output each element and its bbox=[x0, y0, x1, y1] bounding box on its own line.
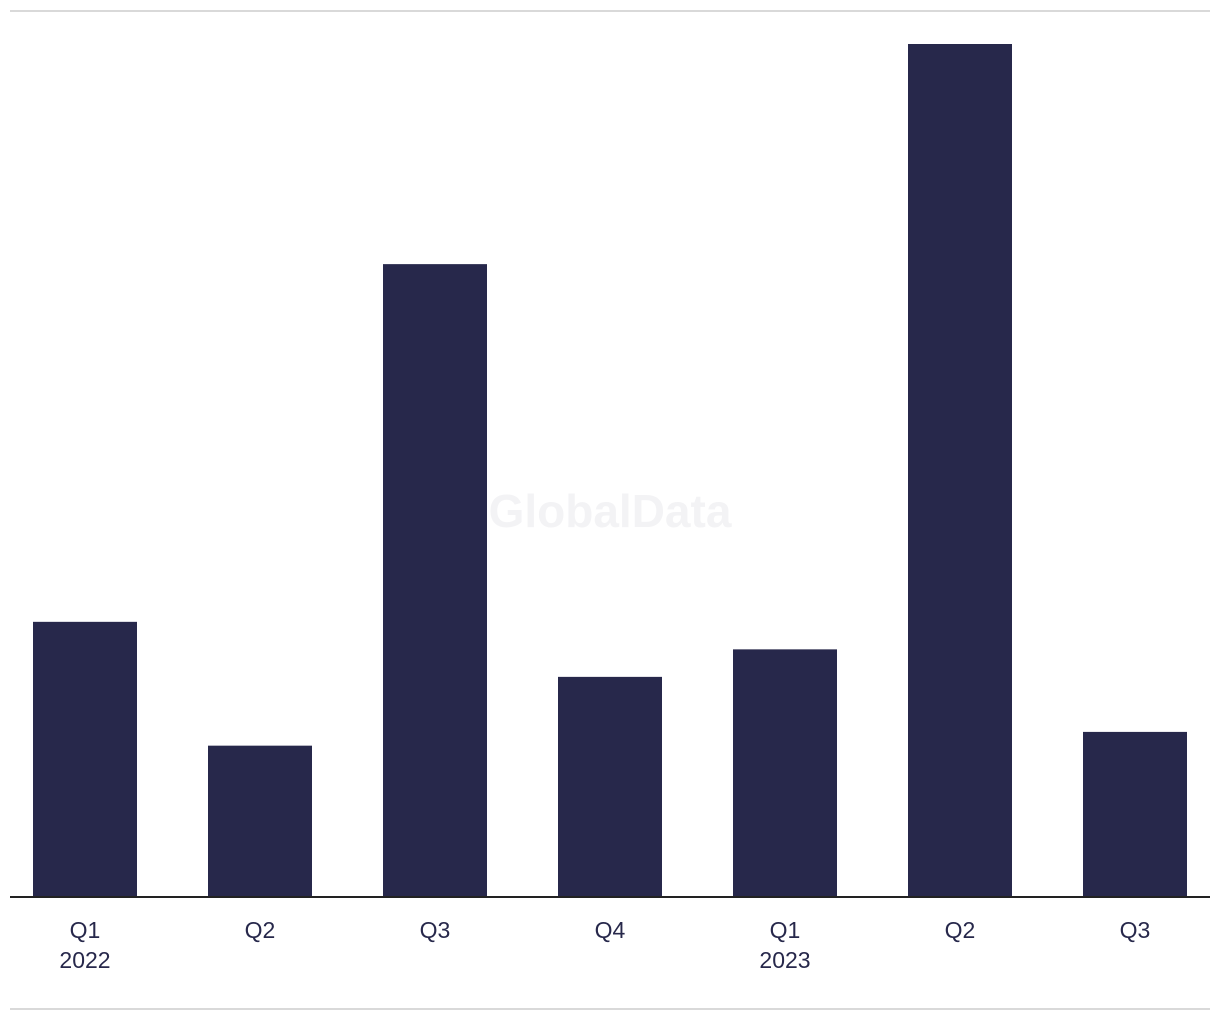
x-tick-label: Q3 bbox=[1120, 917, 1151, 943]
watermark: GlobalData bbox=[489, 485, 732, 537]
x-tick-label: Q3 bbox=[420, 917, 451, 943]
x-tick-label: Q1 2022 bbox=[59, 917, 110, 973]
bar bbox=[1083, 731, 1187, 897]
bar bbox=[558, 676, 662, 897]
x-tick-label: Q2 bbox=[945, 917, 976, 943]
x-tick-label: Q1 2023 bbox=[759, 917, 810, 973]
bar bbox=[33, 621, 137, 897]
bar bbox=[733, 649, 837, 897]
x-tick-label: Q4 bbox=[595, 917, 626, 943]
bar bbox=[208, 745, 312, 897]
bar bbox=[383, 264, 487, 897]
bar bbox=[908, 44, 1012, 897]
x-tick-label: Q2 bbox=[245, 917, 276, 943]
